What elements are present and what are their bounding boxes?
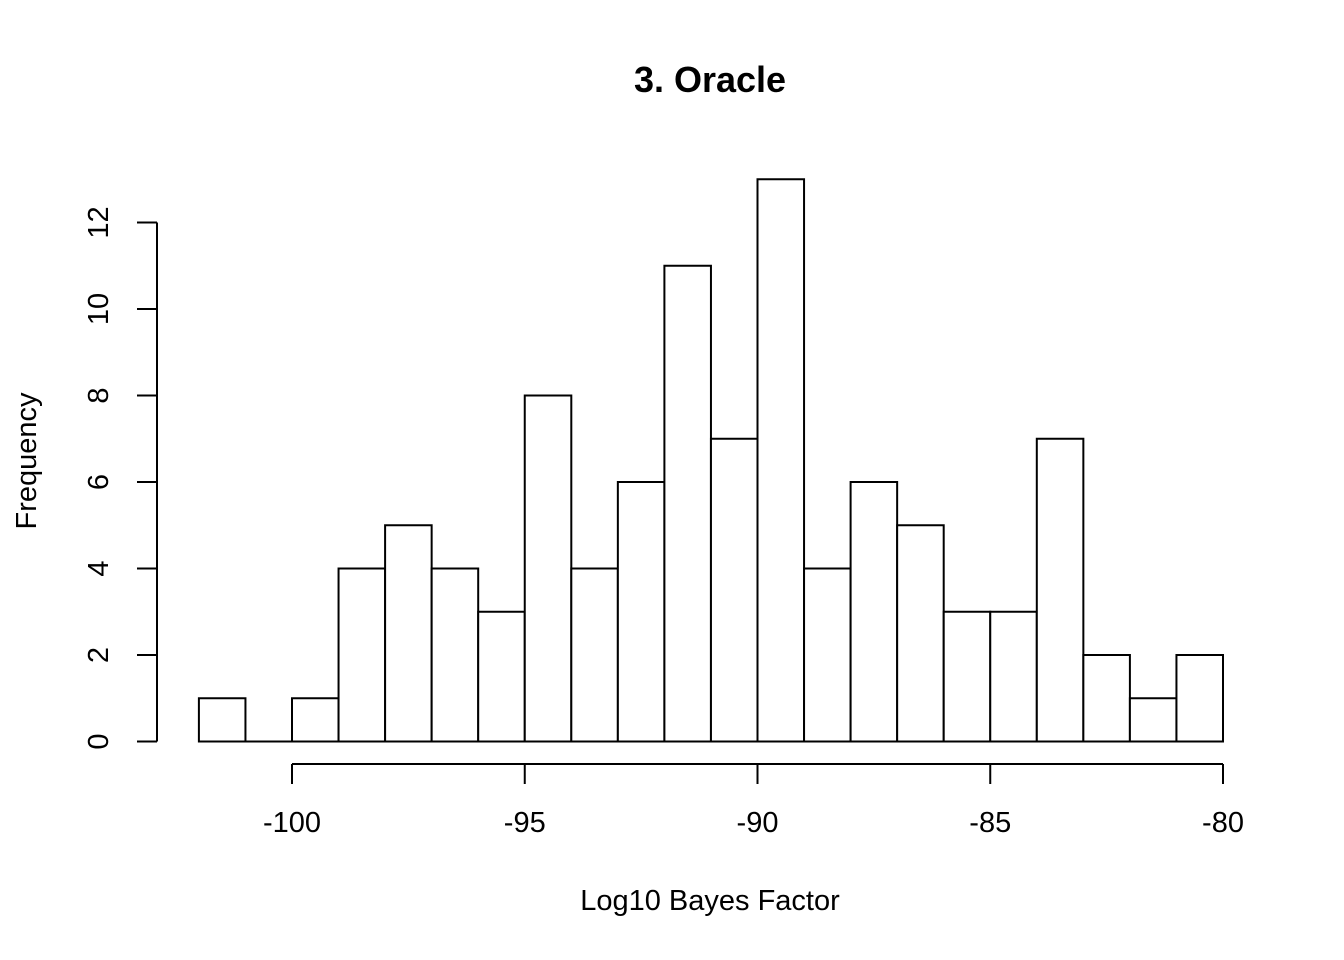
x-axis: -100 -95 -90 -85 -80 [263,763,1244,839]
y-tick-label: 0 [83,733,115,749]
histogram-bar [803,567,852,743]
histogram-bar [477,610,526,743]
chart-title: 3. Oracle [634,59,786,100]
x-tick-label: -90 [737,807,779,839]
histogram-bar [1082,654,1131,743]
histogram-bar [384,524,433,743]
histogram-bar [570,567,619,743]
y-tick-label: 12 [83,206,115,238]
x-axis-label: Log10 Bayes Factor [580,885,840,917]
histogram-bar [663,264,712,743]
x-tick-label: -100 [263,807,321,839]
y-axis: 0 2 4 6 8 10 12 [83,206,158,750]
histogram-bar [523,394,573,743]
y-tick-label: 4 [83,560,115,576]
histogram-bar [616,481,666,743]
histogram-bar [896,524,945,743]
histogram-bar [989,610,1038,743]
histogram-bar [756,178,806,743]
histogram-bar [1175,654,1224,743]
histogram-bar [291,697,340,743]
histogram-bar [1128,697,1178,743]
histogram-bar [337,567,387,743]
histogram-bar [1035,437,1085,743]
y-tick-label: 8 [83,387,115,403]
y-tick-label: 2 [83,647,115,663]
x-tick-label: -95 [504,807,546,839]
histogram-bar [197,697,247,743]
histogram-bar [430,567,480,743]
histogram-bar [942,610,992,743]
bars-group [197,178,1224,743]
histogram-bar [849,481,899,743]
x-tick-label: -85 [969,807,1011,839]
x-tick-label: -80 [1202,807,1244,839]
y-tick-label: 6 [83,474,115,490]
histogram-bar [709,437,759,743]
y-tick-label: 10 [83,293,115,325]
y-axis-label: Frequency [11,392,43,530]
